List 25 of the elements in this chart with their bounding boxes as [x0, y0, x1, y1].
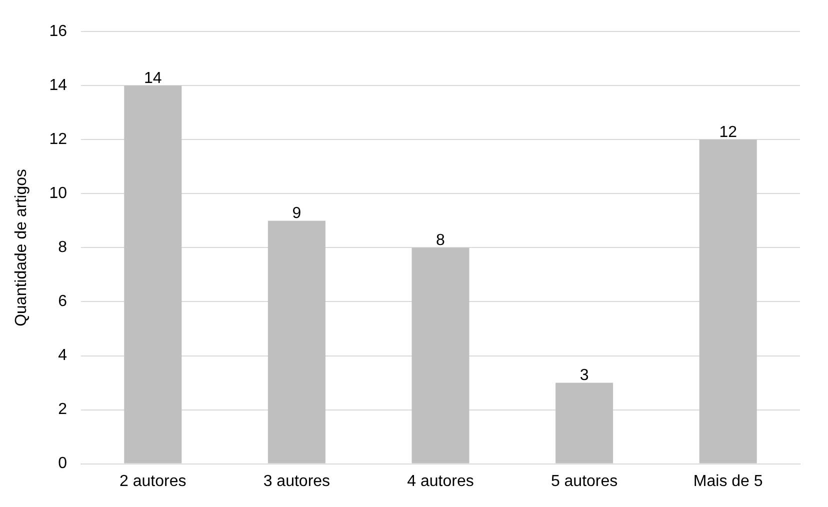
y-tick-label: 16: [49, 23, 68, 40]
y-tick-label: 12: [49, 131, 68, 148]
x-tick-label: 3 autores: [263, 472, 330, 490]
bar: [556, 382, 614, 464]
y-tick-label: 6: [58, 293, 68, 310]
bar: [268, 220, 326, 464]
data-label: 12: [719, 124, 738, 142]
y-tick-label: 2: [58, 401, 68, 418]
x-tick-label: 2 autores: [120, 472, 186, 490]
x-tick-label: Mais de 5: [693, 472, 763, 490]
data-label: 3: [580, 367, 589, 384]
x-tick-label: 5 autores: [550, 472, 618, 490]
data-label: 9: [292, 205, 302, 222]
y-axis-title: Quantidade de artigos: [13, 168, 30, 326]
bar: [699, 140, 757, 464]
y-tick-label: 14: [49, 77, 68, 94]
y-tick-label: 0: [58, 455, 68, 472]
bar: [412, 248, 470, 464]
bar: [124, 86, 182, 464]
data-label: 14: [144, 70, 162, 88]
y-tick-label: 8: [58, 239, 68, 256]
y-tick-label: 10: [49, 185, 68, 202]
data-label: 8: [436, 232, 446, 250]
y-tick-label: 4: [58, 347, 68, 364]
x-tick-label: 4 autores: [407, 472, 474, 490]
